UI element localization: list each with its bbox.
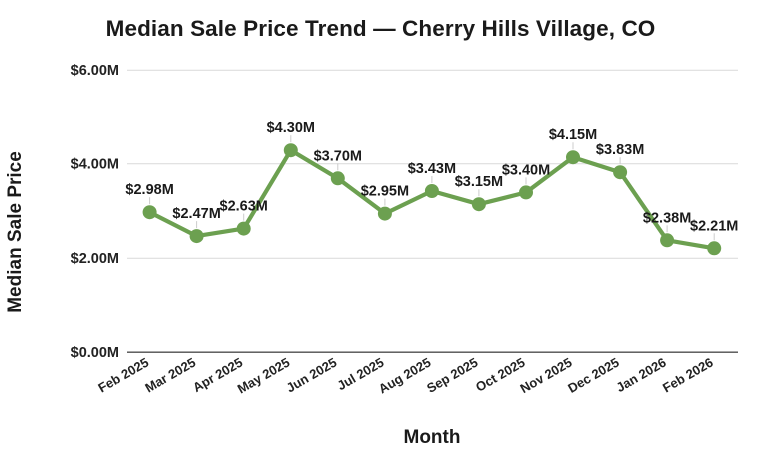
svg-text:$3.40M: $3.40M xyxy=(502,162,550,178)
svg-text:$2.95M: $2.95M xyxy=(361,184,409,200)
svg-text:$2.21M: $2.21M xyxy=(690,218,738,234)
svg-text:$0.00M: $0.00M xyxy=(71,345,119,361)
svg-text:$2.38M: $2.38M xyxy=(643,210,691,226)
svg-text:$3.15M: $3.15M xyxy=(455,174,503,190)
svg-text:$2.47M: $2.47M xyxy=(172,206,220,222)
svg-text:Median Sale Price: Median Sale Price xyxy=(5,151,26,313)
svg-text:May 2025: May 2025 xyxy=(235,355,293,397)
svg-text:Nov 2025: Nov 2025 xyxy=(518,355,575,397)
svg-text:$6.00M: $6.00M xyxy=(71,63,119,79)
svg-text:Aug 2025: Aug 2025 xyxy=(376,355,434,397)
svg-text:$3.70M: $3.70M xyxy=(314,148,362,164)
svg-text:$4.00M: $4.00M xyxy=(71,157,119,173)
svg-text:$2.00M: $2.00M xyxy=(71,251,119,267)
svg-text:Month: Month xyxy=(404,427,461,448)
svg-text:Oct 2025: Oct 2025 xyxy=(473,355,527,395)
svg-text:$4.15M: $4.15M xyxy=(549,127,597,143)
svg-text:$2.63M: $2.63M xyxy=(220,199,268,215)
svg-text:Jan 2026: Jan 2026 xyxy=(614,355,669,395)
svg-text:Mar 2025: Mar 2025 xyxy=(142,355,198,396)
svg-text:$2.98M: $2.98M xyxy=(125,182,173,198)
svg-text:Sep 2025: Sep 2025 xyxy=(424,355,480,396)
svg-text:$4.30M: $4.30M xyxy=(267,120,315,136)
svg-text:Jun 2025: Jun 2025 xyxy=(284,355,340,396)
svg-text:$3.83M: $3.83M xyxy=(596,142,644,158)
svg-text:Dec 2025: Dec 2025 xyxy=(565,355,621,396)
svg-text:Feb 2026: Feb 2026 xyxy=(660,355,716,396)
svg-text:$3.43M: $3.43M xyxy=(408,161,456,177)
